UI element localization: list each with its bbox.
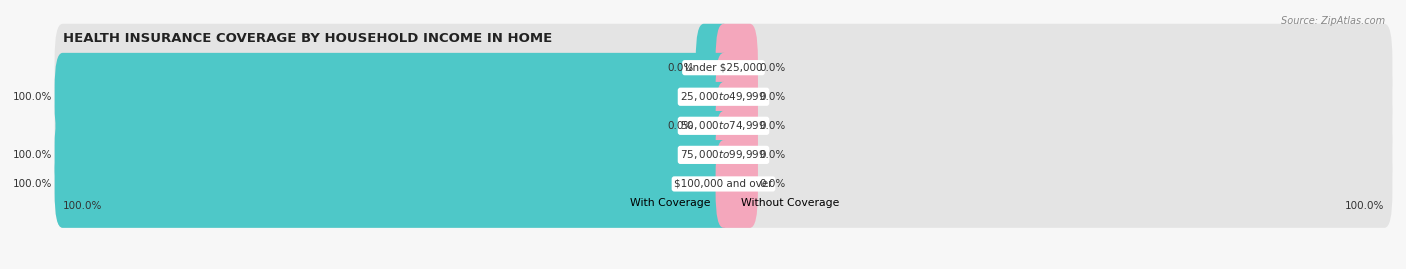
Text: 100.0%: 100.0%	[13, 179, 52, 189]
Text: 0.0%: 0.0%	[759, 121, 786, 131]
Text: 0.0%: 0.0%	[759, 179, 786, 189]
FancyBboxPatch shape	[55, 111, 1392, 199]
FancyBboxPatch shape	[716, 53, 758, 141]
Text: Under $25,000: Under $25,000	[685, 63, 762, 73]
FancyBboxPatch shape	[55, 140, 731, 228]
Text: $50,000 to $74,999: $50,000 to $74,999	[681, 119, 766, 132]
FancyBboxPatch shape	[55, 140, 1392, 228]
FancyBboxPatch shape	[716, 111, 758, 199]
Text: 0.0%: 0.0%	[759, 92, 786, 102]
Text: 100.0%: 100.0%	[1346, 201, 1385, 211]
Text: 0.0%: 0.0%	[759, 63, 786, 73]
Text: 100.0%: 100.0%	[62, 201, 101, 211]
FancyBboxPatch shape	[696, 82, 731, 170]
FancyBboxPatch shape	[716, 140, 758, 228]
Text: 0.0%: 0.0%	[668, 121, 693, 131]
FancyBboxPatch shape	[55, 111, 731, 199]
Text: Source: ZipAtlas.com: Source: ZipAtlas.com	[1281, 16, 1385, 26]
FancyBboxPatch shape	[55, 24, 1392, 112]
Text: $75,000 to $99,999: $75,000 to $99,999	[681, 148, 766, 161]
Text: HEALTH INSURANCE COVERAGE BY HOUSEHOLD INCOME IN HOME: HEALTH INSURANCE COVERAGE BY HOUSEHOLD I…	[62, 32, 551, 45]
FancyBboxPatch shape	[55, 53, 731, 141]
FancyBboxPatch shape	[716, 24, 758, 112]
FancyBboxPatch shape	[55, 53, 1392, 141]
FancyBboxPatch shape	[696, 24, 731, 112]
FancyBboxPatch shape	[55, 82, 1392, 170]
Text: 0.0%: 0.0%	[759, 150, 786, 160]
Text: 100.0%: 100.0%	[13, 92, 52, 102]
FancyBboxPatch shape	[716, 82, 758, 170]
Text: 100.0%: 100.0%	[13, 150, 52, 160]
Text: $100,000 and over: $100,000 and over	[675, 179, 773, 189]
Text: 0.0%: 0.0%	[668, 63, 693, 73]
Legend: With Coverage, Without Coverage: With Coverage, Without Coverage	[603, 194, 844, 213]
Text: $25,000 to $49,999: $25,000 to $49,999	[681, 90, 766, 103]
